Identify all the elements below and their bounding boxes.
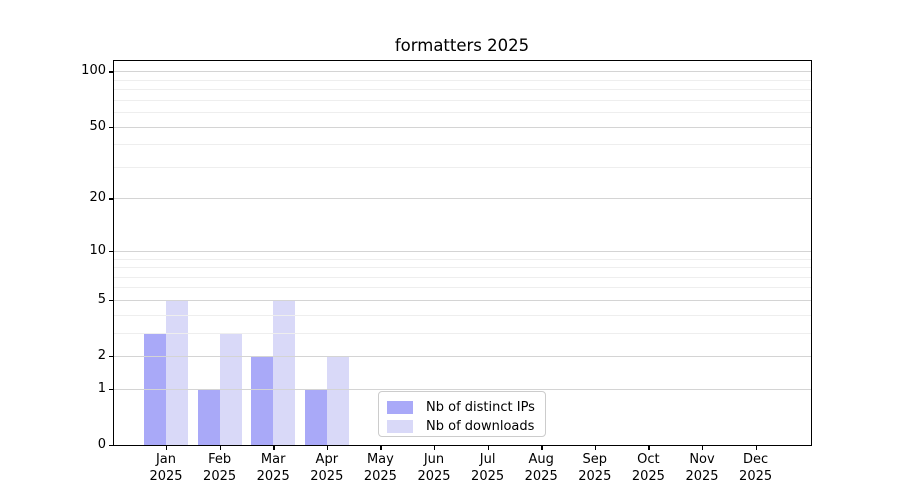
x-tick-label-jun: Jun 2025 (417, 452, 451, 484)
x-tick-mark-nov (702, 446, 704, 450)
x-tick-label-mar: Mar 2025 (256, 452, 290, 484)
major-gridline-10 (114, 250, 811, 252)
major-gridline-20 (114, 198, 811, 200)
y-tick-label-50: 50 (89, 118, 106, 134)
plot-area (113, 60, 812, 446)
bar-distinct-ips-mar (251, 356, 274, 445)
y-tick-label-100: 100 (81, 63, 106, 79)
minor-gridline-90 (114, 79, 811, 81)
x-tick-mark-oct (648, 446, 650, 450)
x-tick-mark-dec (755, 446, 757, 450)
minor-gridline-40 (114, 144, 811, 146)
legend-label-downloads: Nb of downloads (426, 419, 535, 434)
x-tick-label-feb: Feb 2025 (203, 452, 237, 484)
minor-gridline-6 (114, 287, 811, 289)
x-tick-label-nov: Nov 2025 (685, 452, 719, 484)
y-tick-label-0: 0 (97, 437, 106, 452)
x-tick-mark-may (380, 446, 382, 450)
y-tick-mark-1 (109, 388, 113, 391)
legend-item-downloads: Nb of downloads (387, 417, 537, 436)
minor-gridline-7 (114, 276, 811, 278)
x-tick-label-dec: Dec 2025 (739, 452, 773, 484)
x-tick-label-aug: Aug 2025 (524, 452, 558, 484)
minor-gridline-3 (114, 332, 811, 334)
x-tick-mark-jan (166, 446, 168, 450)
major-gridline-100 (114, 71, 811, 73)
bar-distinct-ips-apr (304, 388, 327, 445)
minor-gridline-9 (114, 258, 811, 260)
x-tick-label-jan: Jan 2025 (149, 452, 183, 484)
x-tick-mark-aug (541, 446, 543, 450)
y-tick-mark-2 (109, 356, 113, 358)
minor-gridline-80 (114, 89, 811, 91)
y-tick-label-10: 10 (89, 242, 106, 258)
major-gridline-5 (114, 299, 811, 301)
x-tick-label-may: May 2025 (363, 452, 397, 484)
x-tick-label-jul: Jul 2025 (471, 452, 505, 484)
y-tick-mark-5 (109, 299, 113, 302)
minor-gridline-60 (114, 112, 811, 114)
x-tick-label-sep: Sep 2025 (578, 452, 612, 484)
x-tick-mark-mar (273, 446, 275, 450)
major-gridline-1 (114, 388, 811, 390)
legend-swatch-distinct-ips (387, 401, 413, 414)
minor-gridline-70 (114, 99, 811, 101)
chart-title: formatters 2025 (394, 36, 530, 55)
x-tick-mark-jun (434, 446, 436, 450)
major-gridline-2 (114, 356, 811, 358)
x-tick-label-apr: Apr 2025 (310, 452, 344, 484)
x-tick-label-oct: Oct 2025 (631, 452, 665, 484)
x-tick-mark-sep (594, 446, 597, 450)
y-tick-label-20: 20 (89, 190, 106, 206)
major-gridline-50 (114, 126, 811, 128)
y-tick-label-2: 2 (97, 348, 106, 364)
legend-swatch-downloads (387, 420, 413, 433)
y-tick-mark-0 (109, 445, 113, 447)
x-tick-mark-jul (487, 446, 489, 450)
y-tick-label-1: 1 (97, 380, 106, 396)
legend-item-distinct-ips: Nb of distinct IPs (387, 398, 537, 417)
minor-gridline-30 (114, 166, 811, 168)
y-tick-label-5: 5 (97, 291, 106, 307)
legend: Nb of distinct IPs Nb of downloads (378, 391, 546, 437)
x-tick-mark-feb (219, 446, 221, 450)
minor-gridline-8 (114, 267, 811, 269)
x-tick-mark-apr (326, 446, 329, 450)
bar-downloads-mar (273, 299, 296, 445)
y-tick-mark-20 (109, 198, 113, 200)
y-tick-mark-100 (109, 71, 113, 73)
minor-gridline-4 (114, 314, 811, 316)
y-tick-mark-10 (109, 250, 113, 253)
y-tick-mark-50 (109, 126, 113, 128)
bar-downloads-apr (326, 356, 349, 445)
legend-label-distinct-ips: Nb of distinct IPs (426, 400, 535, 415)
bar-downloads-jan (166, 299, 188, 445)
bar-distinct-ips-feb (197, 388, 220, 445)
